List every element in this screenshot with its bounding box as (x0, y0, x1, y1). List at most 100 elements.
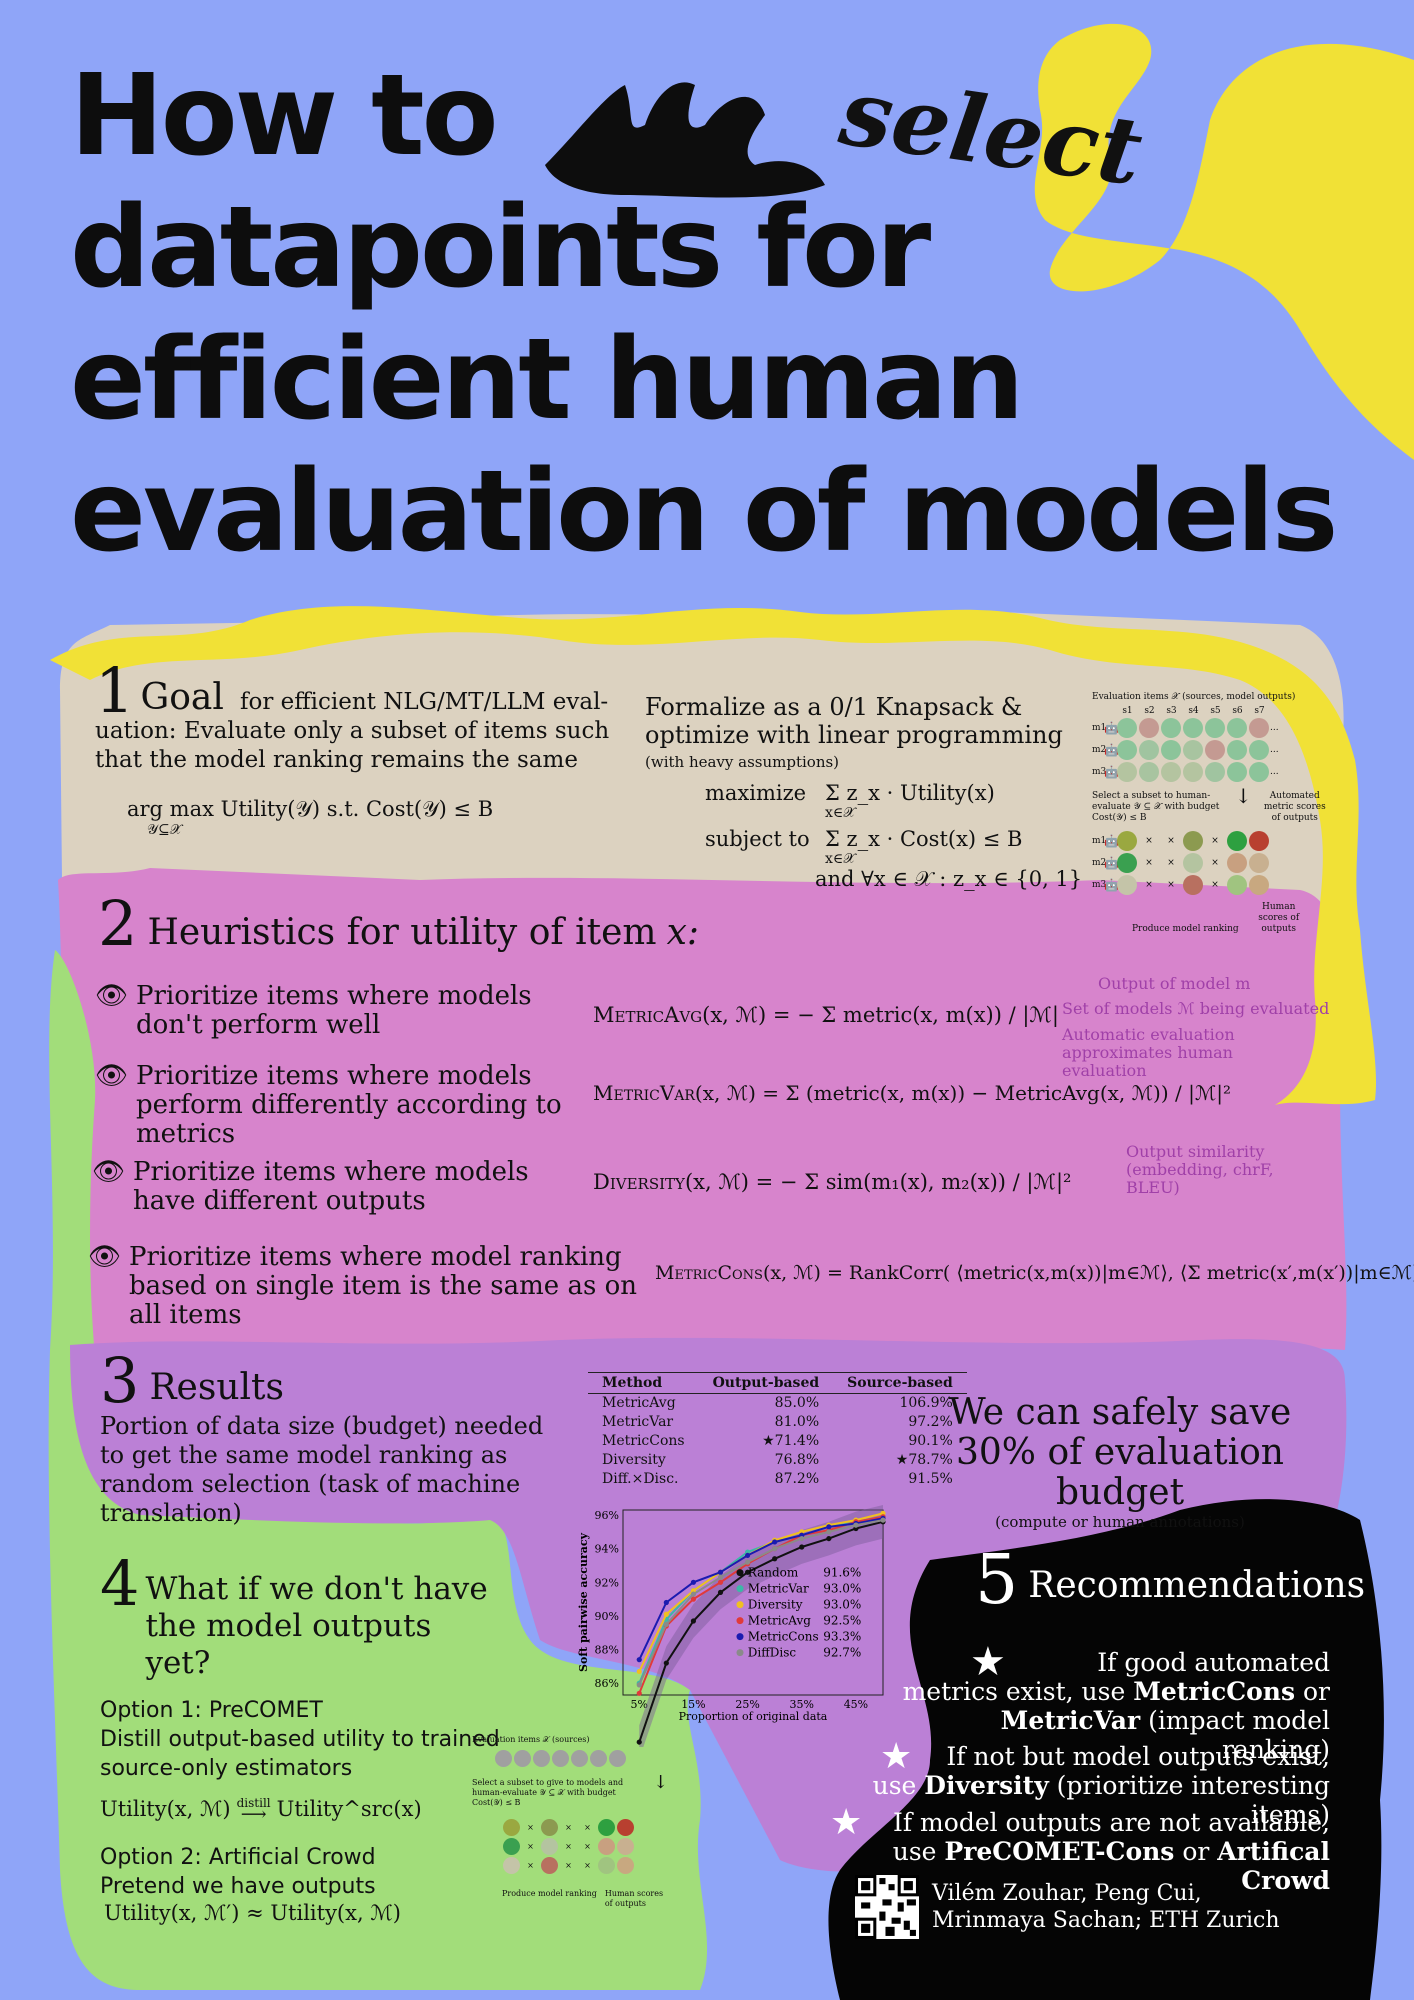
formula-left: Utility(x, ℳ) (100, 1797, 231, 1821)
legend-label: Diversity (748, 1598, 803, 1612)
recommendations-number: 5 (975, 1541, 1019, 1620)
diagram-rank-label: Produce model ranking (502, 1889, 597, 1898)
right-arrow-icon: ⟶ (240, 1804, 267, 1825)
goal-diagram: Evaluation items 𝒳 (sources, model outpu… (1092, 692, 1337, 935)
option2-title: Option 2: Artificial Crowd (100, 1845, 376, 1870)
authors: Vilém Zouhar, Peng Cui, Mrinmaya Sachan;… (932, 1880, 1280, 1934)
model-label: m1 (1092, 835, 1107, 846)
what-if-diagram: Evaluation items 𝒳 (sources) Select a su… (472, 1735, 692, 1909)
hand-silhouette-icon (545, 82, 825, 198)
title-line-3: efficient human (70, 315, 1024, 445)
data-point (663, 1621, 669, 1627)
data-point (636, 1668, 642, 1675)
legend-score: 91.6% (823, 1566, 861, 1580)
accuracy-chart: 5% 15% 25% 35% 45% 86% 88% 90% 92% 94% 96% Proporti… (577, 1504, 886, 1747)
heuristic-item: 👁 Prioritize items where models perform … (95, 1062, 585, 1149)
table-row: MetricVar 81.0% 97.2% (588, 1413, 967, 1432)
table-cell: 97.2% (908, 1414, 953, 1430)
table-header: Source-based (833, 1372, 967, 1394)
data-point (663, 1660, 669, 1666)
results-claim: We can safely save 30% of evaluation bud… (920, 1393, 1320, 1532)
recommendation-item: ★ If not but model outputs exist, use Di… (860, 1739, 1330, 1830)
rec-text: If good automated metrics exist, use (902, 1648, 1330, 1706)
series-line (638, 1519, 884, 1686)
score-grid-human: m1 🤖 × × × m2 🤖 × × × m3 🤖 × × × (1092, 830, 1337, 896)
rec-bold: PreCOMET-Cons (944, 1837, 1175, 1866)
chart-frame (622, 1509, 884, 1696)
table-cell: 85.0% (774, 1395, 820, 1411)
table-cell: 87.2% (774, 1471, 820, 1487)
maximize-label: maximize (705, 781, 807, 805)
excluded-icon: × (1167, 835, 1175, 846)
maximize-expr: Σ z_x · Utility(x) (825, 781, 995, 805)
what-if-panel-shape (48, 950, 708, 1990)
option1-formula: Utility(x, ℳ) distill ⟶ Utility^src(x) (100, 1797, 500, 1825)
subject-label: subject to (705, 827, 810, 851)
data-point (663, 1611, 669, 1617)
authors-line-2: Mrinmaya Sachan; ETH Zurich (932, 1908, 1280, 1933)
metriccons-formula: MetricCons(x, ℳ) = RankCorr( ⟨metric(x,m… (655, 1262, 1414, 1284)
legend-label: MetricCons (748, 1630, 819, 1644)
series-line (638, 1520, 884, 1743)
table-cell: MetricCons (602, 1433, 685, 1449)
model-label: m1 (1092, 722, 1107, 733)
formula-body: (x, ℳ) = − Σ sim(m₁(x), m₂(x)) / |ℳ|² (684, 1170, 1072, 1194)
subject-expr: Σ z_x · Cost(x) ≤ B (825, 827, 1023, 851)
table-header: Output-based (698, 1372, 834, 1394)
title-line-2: datapoints for (70, 183, 931, 313)
model-label: m2 (1092, 744, 1107, 755)
results-table: Method Output-based Source-based MetricA… (588, 1372, 967, 1489)
results-section: 3 Results Portion of data size (budget) … (100, 1350, 570, 1528)
table-cell: Diversity (602, 1452, 666, 1468)
down-arrow-icon: ↓ (1235, 784, 1252, 808)
heuristic-text: Prioritize items where models have diffe… (133, 1157, 529, 1216)
data-point (799, 1544, 805, 1550)
down-arrow-icon: ↓ (653, 1772, 669, 1793)
table-cell: ★78.7% (895, 1452, 953, 1468)
data-point (717, 1569, 724, 1575)
annotation-output-of-model: Output of model m (1098, 974, 1251, 993)
diversity-formula: Diversity(x, ℳ) = − Σ sim(m₁(x), m₂(x)) … (593, 1170, 1071, 1194)
ellipsis: ... (1270, 744, 1279, 755)
heuristic-text: Prioritize items where models don't perf… (136, 981, 532, 1040)
table-row: MetricAvg 85.0% 106.9% (588, 1394, 967, 1414)
x-tick-label: 15% (681, 1698, 705, 1711)
robot-icon: 🤖 (1104, 833, 1119, 848)
goal-formula: arg max Utility(𝒴) s.t. Cost(𝒴) ≤ B (127, 797, 494, 821)
table-cell: MetricVar (602, 1414, 674, 1430)
what-if-number: 4 (100, 1547, 140, 1620)
data-point (826, 1524, 832, 1530)
eye-icon: 👁 (88, 1242, 122, 1272)
goal-number: 1 (95, 654, 135, 727)
poster-title: How to datapoints for efficient human ev… (70, 50, 1338, 578)
model-label: m3 (1092, 766, 1107, 777)
source-label: s5 (1210, 706, 1221, 716)
random-confidence-band (639, 1504, 883, 1747)
formula-name: MetricCons (655, 1262, 763, 1284)
formula-name: MetricAvg (593, 1003, 703, 1027)
diagram-select-label: Select a subset to give to models and hu… (472, 1778, 624, 1807)
x-tick-label: 25% (735, 1698, 759, 1711)
y-tick-label: 88% (595, 1644, 619, 1657)
data-point (717, 1579, 724, 1585)
qr-code-icon[interactable] (855, 1875, 919, 1939)
data-point (772, 1539, 778, 1545)
goal-description: for efficient NLG/MT/LLM eval- uation: E… (95, 689, 610, 773)
recommendation-item: ★ If model outputs are not available, us… (830, 1805, 1330, 1896)
legend-label: MetricVar (748, 1582, 809, 1596)
what-if-heading: What if we don't have the model outputs … (145, 1571, 488, 1681)
results-number: 3 (100, 1344, 140, 1417)
formula-name: MetricVar (593, 1081, 695, 1105)
x-tick-label: 35% (790, 1698, 814, 1711)
legend-score: 93.0% (823, 1582, 861, 1596)
data-point (690, 1618, 697, 1624)
source-label: s7 (1254, 706, 1265, 716)
heuristics-heading-var: x: (666, 912, 699, 953)
excluded-icon: × (1211, 835, 1219, 846)
legend-score: 93.3% (823, 1630, 861, 1644)
rec-text: (prioritize interesting items) (1048, 1771, 1330, 1829)
formula-name: Diversity (593, 1170, 685, 1194)
data-point (717, 1574, 724, 1580)
data-point (636, 1657, 642, 1663)
robot-icon: 🤖 (1104, 742, 1119, 757)
